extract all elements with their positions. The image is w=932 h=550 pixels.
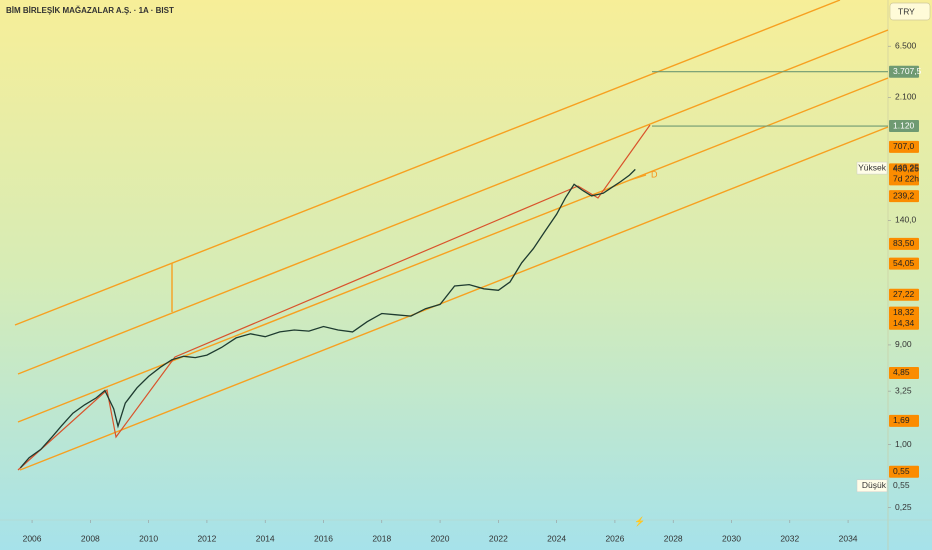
price-tag <box>889 120 919 133</box>
price-tag <box>889 288 919 301</box>
channel-lines <box>14 0 889 471</box>
zigzag <box>17 124 651 471</box>
channel-line <box>19 126 889 471</box>
x-tick-label: 2006 <box>23 533 42 543</box>
x-tick-label: 2020 <box>431 533 450 543</box>
price-tag-label: 0,55 <box>893 466 910 476</box>
price-tag-label: 14,34 <box>893 318 915 328</box>
y-tick-label: 9,00 <box>895 339 912 349</box>
x-tick-label: 2008 <box>81 533 100 543</box>
low-tag-value: 0,55 <box>893 480 910 490</box>
countdown: 7d 22h <box>893 174 919 184</box>
low-tag-box <box>856 479 888 493</box>
price-tag-label: 1.120 <box>893 120 915 130</box>
price-tag-label: 18,32 <box>893 307 915 317</box>
low-tag-label: Düşük <box>862 480 887 490</box>
x-tick-label: 2030 <box>722 533 741 543</box>
y-tick-label: 6.500 <box>895 40 917 50</box>
currency-box[interactable] <box>889 2 931 21</box>
price-tag-label: 1,69 <box>893 415 910 425</box>
x-tick-label: 2016 <box>314 533 333 543</box>
price-tag-label: 27,22 <box>893 289 915 299</box>
price-tag <box>889 237 919 250</box>
x-tick-label: 2014 <box>256 533 275 543</box>
price-tag <box>889 366 919 379</box>
price-tag-label: 239,2 <box>893 190 915 200</box>
price-tag-label: 430,25 <box>893 164 919 174</box>
price-tag <box>889 306 919 319</box>
price-line <box>19 168 636 469</box>
price-tag <box>889 414 919 427</box>
x-tick-label: 2032 <box>780 533 799 543</box>
y-tick-label: 1,00 <box>895 439 912 449</box>
price-tag <box>889 140 919 153</box>
projection-line <box>629 174 647 181</box>
y-tick-label: 2.100 <box>895 92 917 102</box>
price-tag <box>889 257 919 270</box>
x-tick-label: 2026 <box>605 533 624 543</box>
price-tag <box>889 465 919 478</box>
price-tag-label: 4,85 <box>893 367 910 377</box>
x-tick-label: 2018 <box>372 533 391 543</box>
x-tick-label: 2012 <box>197 533 216 543</box>
price-tag <box>889 317 919 330</box>
price-tag-label: 83,50 <box>893 238 915 248</box>
y-tick-label: 0,25 <box>895 502 912 512</box>
price-tag-label: 54,05 <box>893 258 915 268</box>
chart-title: BİM BİRLEŞİK MAĞAZALAR A.Ş. · 1A · BIST <box>6 6 174 15</box>
y-tick-label: 3,25 <box>895 385 912 395</box>
y-tick-label: 140,0 <box>895 215 917 225</box>
marker-label: D <box>651 169 658 179</box>
currency: TRY <box>898 6 915 16</box>
price-tag <box>889 190 919 203</box>
price-tag-label: 707,0 <box>893 141 915 151</box>
x-tick-label: 2024 <box>547 533 566 543</box>
channel-line <box>14 0 841 326</box>
x-tick-label: 2022 <box>489 533 508 543</box>
events-icon[interactable]: ⚡ <box>634 515 645 527</box>
price-tag-label: 3.707,5 <box>893 66 922 76</box>
channel-line <box>17 77 889 423</box>
price-tag <box>889 163 919 186</box>
channel-line <box>17 29 889 375</box>
high-tag-label: Yüksek <box>858 162 887 172</box>
x-tick-label: 2028 <box>664 533 683 543</box>
x-tick-label: 2010 <box>139 533 158 543</box>
x-tick-label: 2034 <box>839 533 858 543</box>
price-tag <box>889 65 919 78</box>
high-tag-box <box>856 161 888 175</box>
high-tag-value: 443,25 <box>893 162 919 172</box>
